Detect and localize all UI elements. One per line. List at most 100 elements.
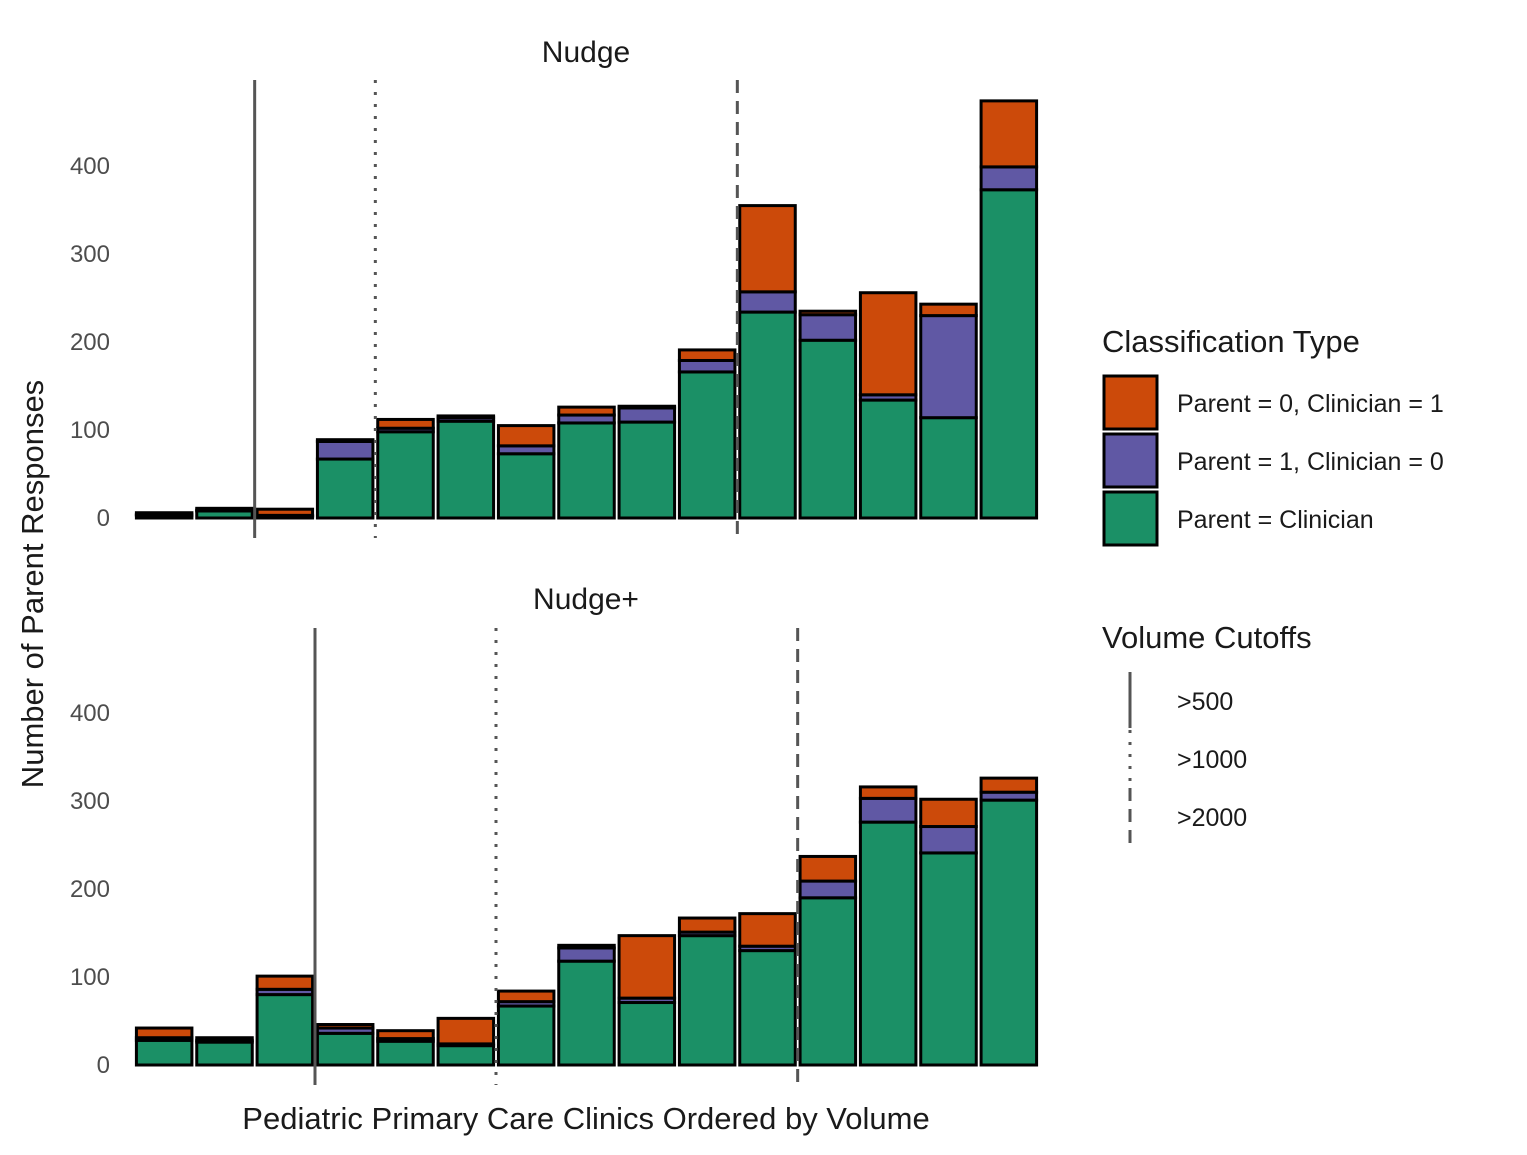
bars-nudge (134, 99, 1039, 520)
bar-segment-p1c0 (315, 439, 375, 461)
bar-segment-same (315, 457, 375, 520)
cutoff-lines-nudge-plus (313, 628, 800, 1085)
bar-segment-p0c1 (376, 417, 435, 430)
bar-segment-same (557, 959, 616, 1067)
bar-segment-p0c1 (919, 302, 978, 318)
bar-segment-p1c0 (798, 879, 858, 900)
bar-segment-same (979, 798, 1039, 1067)
bar-segment-same (496, 452, 556, 520)
bar-segment-same (255, 993, 315, 1067)
legend-classification: Classification Type Parent = 0, Clinicia… (1102, 324, 1444, 547)
bar-segment-same (376, 1039, 435, 1067)
bar-segment-same (617, 420, 677, 520)
bar-segment-p0c1 (617, 404, 677, 410)
legend-cutoff-label-dashed: >2000 (1177, 804, 1247, 832)
bar-segment-same (738, 310, 797, 520)
legend-label-same: Parent = Clinician (1177, 506, 1374, 534)
y-tick-label: 300 (70, 788, 110, 815)
bar-segment-p1c0 (858, 796, 918, 824)
panel-nudge-plus: Nudge+ 0 100 200 300 400 (70, 583, 1039, 1085)
bar-segment-p0c1 (195, 506, 254, 512)
bar-segment-p0c1 (315, 1023, 375, 1030)
bar-segment-same (858, 398, 918, 520)
bar-segment-p1c0 (919, 314, 978, 420)
bar-segment-same (436, 419, 496, 520)
bar-segment-same (798, 896, 858, 1067)
bar-segment-same (798, 338, 858, 520)
y-tick-label: 300 (70, 241, 110, 268)
bar-segment-p1c0 (798, 313, 858, 342)
bar-segment-p0c1 (798, 854, 858, 883)
bar-segment-same (919, 851, 978, 1067)
bar-segment-p0c1 (858, 291, 918, 397)
bar-segment-p0c1 (738, 912, 797, 948)
legend-swatch-same (1102, 490, 1159, 547)
bar-segment-p0c1 (979, 99, 1039, 169)
bar-segment-p0c1 (798, 309, 858, 317)
y-tick-label: 200 (70, 329, 110, 356)
legend-label-p0c1: Parent = 0, Clinician = 1 (1177, 390, 1444, 418)
bars-nudge-plus (134, 776, 1039, 1067)
y-tick-label: 100 (70, 964, 110, 991)
bar-segment-same (979, 188, 1039, 520)
bar-segment-same (315, 1031, 375, 1067)
bar-segment-p1c0 (617, 406, 677, 424)
legend-cutoffs-keys: >500 >1000 >2000 (1128, 672, 1247, 844)
bar-segment-same (557, 421, 616, 520)
bar-segment-p0c1 (134, 1026, 194, 1040)
bar-segment-p0c1 (376, 1029, 435, 1041)
y-tick-label: 0 (97, 1052, 110, 1079)
legend-classification-title: Classification Type (1102, 324, 1360, 359)
bar-segment-p0c1 (496, 989, 556, 1004)
x-axis-title: Pediatric Primary Care Clinics Ordered b… (242, 1101, 929, 1136)
legend-classification-keys: Parent = 0, Clinician = 1 Parent = 1, Cli… (1102, 374, 1444, 547)
bar-segment-same (677, 370, 737, 520)
bar-segment-p0c1 (134, 511, 194, 516)
legend-swatch-p0c1 (1102, 374, 1159, 431)
bar-segment-same (919, 416, 978, 520)
bar-segment-p1c0 (677, 358, 737, 374)
bar-segment-same (617, 1001, 677, 1067)
bar-segment-same (376, 430, 435, 520)
bar-segment-p0c1 (557, 405, 616, 417)
bar-segment-same (436, 1044, 496, 1067)
bar-segment-p1c0 (919, 825, 978, 855)
bar-segment-same (134, 1038, 194, 1067)
bar-segment-same (496, 1004, 556, 1067)
bar-segment-p0c1 (617, 934, 677, 1000)
legend-cutoffs-title: Volume Cutoffs (1102, 620, 1312, 655)
bar-segment-same (677, 934, 737, 1067)
y-tick-label: 200 (70, 876, 110, 903)
y-tick-label: 0 (97, 505, 110, 532)
panel-title-nudge-plus: Nudge+ (533, 583, 639, 616)
bar-segment-same (858, 820, 918, 1067)
legend-cutoff-label-solid: >500 (1177, 688, 1233, 716)
y-axis-ticks-nudge: 0 100 200 300 400 (70, 153, 110, 532)
bar-segment-same (738, 949, 797, 1067)
bar-segment-p1c0 (557, 946, 616, 963)
bar-segment-p0c1 (858, 785, 918, 800)
legend-cutoff-label-dotted: >1000 (1177, 746, 1247, 774)
bar-segment-p1c0 (979, 165, 1039, 192)
bar-segment-p0c1 (979, 776, 1039, 794)
bar-segment-p0c1 (496, 424, 556, 448)
bar-segment-p0c1 (557, 943, 616, 950)
legend-label-p1c0: Parent = 1, Clinician = 0 (1177, 448, 1444, 476)
bar-segment-p0c1 (195, 1036, 254, 1042)
bar-segment-p0c1 (436, 414, 496, 420)
legend-cutoffs: Volume Cutoffs >500 >1000 >2000 (1102, 620, 1312, 844)
cutoff-lines-nudge (253, 80, 739, 538)
y-tick-label: 100 (70, 417, 110, 444)
bar-segment-p0c1 (677, 348, 737, 362)
bar-segment-p1c0 (738, 290, 797, 314)
panel-nudge: Nudge 0 100 200 300 400 (70, 36, 1039, 538)
bar-segment-p0c1 (255, 507, 315, 517)
y-tick-label: 400 (70, 153, 110, 180)
bar-segment-p0c1 (436, 1016, 496, 1046)
bar-segment-p0c1 (255, 974, 315, 991)
panel-title-nudge: Nudge (542, 36, 630, 69)
bar-segment-p0c1 (738, 204, 797, 294)
bar-segment-same (195, 1040, 254, 1067)
bar-segment-p0c1 (315, 438, 375, 443)
